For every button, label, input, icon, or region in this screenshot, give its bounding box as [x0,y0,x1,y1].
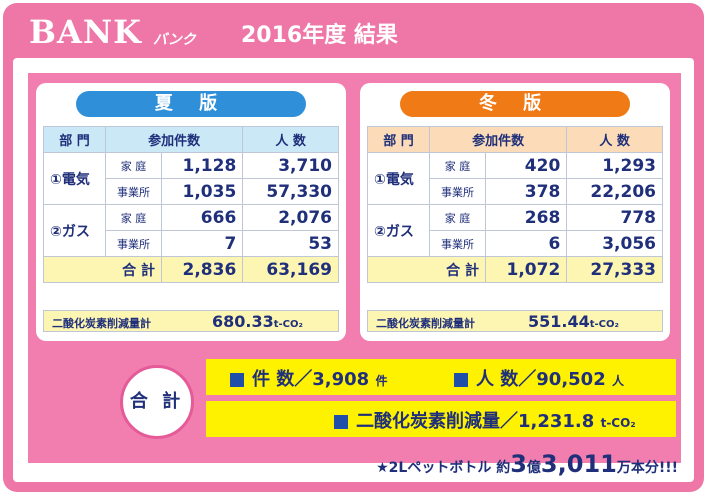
people-value: 53 [242,230,339,257]
people-value: 2,076 [242,204,339,231]
co2-unit: t-CO₂ [589,319,619,330]
brand-title: BANK [29,13,142,51]
co2-row: 二酸化炭素削減量計 680.33t-CO₂ [43,310,339,332]
co2-value: 680.33 [212,312,274,331]
pink-background: 夏 版 部 門 参加件数 人 数 ①電気 家 庭 1,128 3,710 事業所 [28,73,681,463]
table-row: ②ガス 家 庭 268 778 [367,204,663,257]
grand-total-bar-1: 件 数／3,908 件 人 数／90,502 人 [206,359,676,395]
page-title: 2016年度 結果 [241,23,398,48]
grand-total-bar-2: 二酸化炭素削減量／1,231.8 t-CO₂ [206,401,676,437]
header-department: 部 門 [367,126,430,153]
grand-count-unit: 件 [375,374,388,388]
grand-total-badge: 合 計 [120,365,194,439]
square-bullet-icon [334,415,348,429]
grand-count: 件 数／3,908 件 [230,365,388,391]
winter-table: 部 門 参加件数 人 数 ①電気 家 庭 420 1,293 事業所 378 2… [367,126,663,283]
grand-co2-text: 二酸化炭素削減量／1,231.8 [356,411,595,432]
count-value: 378 [484,178,568,205]
note-prefix: ★2Lペットボトル 約 [376,460,511,476]
count-value: 666 [160,204,244,231]
total-row: 合 計 2,836 63,169 [43,256,339,283]
people-value: 22,206 [566,178,663,205]
count-value: 7 [160,230,244,257]
summer-panel: 夏 版 部 門 参加件数 人 数 ①電気 家 庭 1,128 3,710 事業所 [36,83,346,341]
people-value: 778 [566,204,663,231]
summer-table: 部 門 参加件数 人 数 ①電気 家 庭 1,128 3,710 事業所 1,0… [43,126,339,283]
sub-category: 事業所 [105,230,162,257]
winter-panel: 冬 版 部 門 参加件数 人 数 ①電気 家 庭 420 1,293 事業所 [360,83,670,341]
people-value: 3,056 [566,230,663,257]
table-header-row: 部 門 参加件数 人 数 [367,126,663,153]
grand-co2: 二酸化炭素削減量／1,231.8 t-CO₂ [334,407,636,433]
winter-label: 冬 版 [400,91,630,117]
square-bullet-icon [454,373,468,387]
total-people: 27,333 [566,256,663,283]
table-row: 事業所 6 3,056 [368,230,663,257]
grand-co2-unit: t-CO₂ [600,416,636,430]
category-electric: ①電気 [367,152,430,205]
table-row: 事業所 1,035 57,330 [44,178,339,205]
co2-value-group: 680.33t-CO₂ [212,312,303,331]
co2-label: 二酸化炭素削減量計 [376,317,475,330]
sub-category: 家 庭 [105,204,162,231]
sub-category: 事業所 [429,230,486,257]
co2-value: 551.44 [528,312,590,331]
co2-unit: t-CO₂ [273,319,303,330]
grand-people: 人 数／90,502 人 [454,365,624,391]
table-row: ②ガス 家 庭 666 2,076 [43,204,339,257]
count-value: 268 [484,204,568,231]
count-value: 420 [484,152,568,179]
total-row: 合 計 1,072 27,333 [367,256,663,283]
sub-category: 家 庭 [105,152,162,179]
note-number-2: 3,011 [540,450,617,478]
table-row: 事業所 7 53 [44,230,339,257]
grand-people-unit: 人 [612,374,625,388]
people-value: 1,293 [566,152,663,179]
table-row: 事業所 378 22,206 [368,178,663,205]
table-row: ①電気 家 庭 1,128 3,710 [43,152,339,205]
total-label: 合 計 [43,256,162,283]
total-people: 63,169 [242,256,339,283]
note-number-1: 3 [510,450,527,478]
table-row: ①電気 家 庭 420 1,293 [367,152,663,205]
count-value: 6 [484,230,568,257]
category-gas: ②ガス [43,204,106,257]
co2-value-group: 551.44t-CO₂ [528,312,619,331]
square-bullet-icon [230,373,244,387]
category-gas: ②ガス [367,204,430,257]
bank-results-frame: BANK バンク 2016年度 結果 夏 版 部 門 参加件数 人 数 ①電気 … [3,3,704,492]
count-value: 1,035 [160,178,244,205]
note-mid: 億 [526,460,541,476]
content-area: 夏 版 部 門 参加件数 人 数 ①電気 家 庭 1,128 3,710 事業所 [13,58,694,482]
header: BANK バンク 2016年度 結果 [3,3,704,61]
total-label: 合 計 [367,256,486,283]
count-value: 1,128 [160,152,244,179]
people-value: 57,330 [242,178,339,205]
sub-category: 事業所 [105,178,162,205]
table-header-row: 部 門 参加件数 人 数 [43,126,339,153]
note-suffix: 万本分!!! [616,460,678,476]
total-count: 1,072 [484,256,568,283]
summer-label: 夏 版 [76,91,306,117]
total-count: 2,836 [160,256,244,283]
header-people: 人 数 [566,126,663,153]
bottle-note: ★2Lペットボトル 約3億3,011万本分!!! [376,450,678,478]
header-department: 部 門 [43,126,106,153]
co2-row: 二酸化炭素削減量計 551.44t-CO₂ [367,310,663,332]
category-electric: ①電気 [43,152,106,205]
brand-subtitle: バンク [153,32,196,48]
header-people: 人 数 [242,126,339,153]
sub-category: 家 庭 [429,204,486,231]
header-count: 参加件数 [104,126,244,153]
people-value: 3,710 [242,152,339,179]
grand-count-text: 件 数／3,908 [252,369,370,390]
sub-category: 事業所 [429,178,486,205]
header-count: 参加件数 [428,126,568,153]
grand-people-text: 人 数／90,502 [476,369,606,390]
sub-category: 家 庭 [429,152,486,179]
co2-label: 二酸化炭素削減量計 [52,317,151,330]
